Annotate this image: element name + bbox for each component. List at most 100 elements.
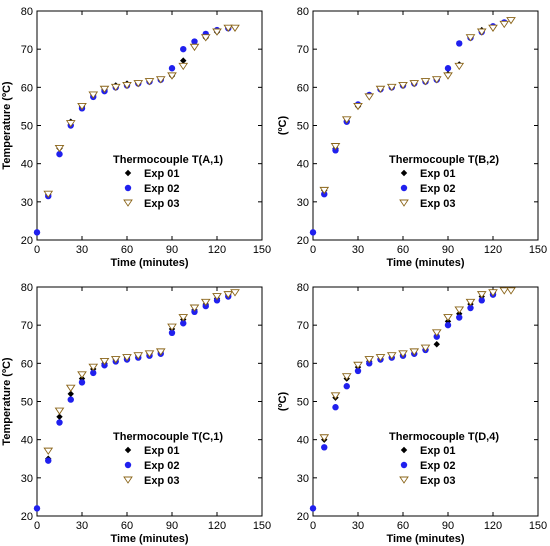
legend-label: Exp 03 <box>420 475 455 487</box>
x-axis-title: Time (minutes) <box>386 533 464 545</box>
legend-label: Exp 02 <box>144 183 179 195</box>
data-point <box>43 190 54 199</box>
data-point <box>476 28 487 36</box>
data-point <box>499 20 510 29</box>
data-point <box>488 24 498 32</box>
data-point <box>443 72 453 80</box>
data-point <box>54 144 65 153</box>
data-point <box>189 304 200 312</box>
data-point <box>230 289 240 297</box>
x-tick-label: 60 <box>397 520 409 532</box>
data-point <box>398 350 408 358</box>
data-point <box>67 396 74 403</box>
data-point <box>386 83 397 92</box>
x-tick-label: 0 <box>310 520 316 532</box>
y-tick-label: 80 <box>297 6 309 18</box>
series-exp-02 <box>309 19 508 236</box>
x-tick-label: 0 <box>34 244 40 256</box>
data-point <box>212 293 222 301</box>
data-point <box>364 356 375 364</box>
data-point <box>155 348 166 356</box>
legend-marker <box>399 199 409 207</box>
data-point <box>454 306 465 314</box>
data-point <box>110 83 121 92</box>
x-tick-label: 120 <box>208 244 226 256</box>
legend-label: Exp 02 <box>420 183 455 195</box>
data-point <box>67 390 74 398</box>
data-point <box>465 298 476 307</box>
y-tick-label: 20 <box>297 235 309 247</box>
data-point <box>332 404 339 411</box>
data-point <box>90 369 97 377</box>
data-point <box>122 354 132 362</box>
legend-marker <box>124 169 132 177</box>
y-tick-label: 40 <box>21 159 33 171</box>
x-tick-label: 150 <box>253 244 271 256</box>
y-axis-title: (ºC) <box>277 392 289 412</box>
data-point <box>420 344 431 352</box>
data-point <box>506 287 516 295</box>
y-tick-label: 30 <box>21 473 33 485</box>
x-tick-label: 120 <box>484 244 502 256</box>
data-point <box>330 143 341 151</box>
y-tick-label: 40 <box>297 159 309 171</box>
data-point <box>319 434 330 442</box>
data-point <box>332 147 339 154</box>
data-point <box>200 34 211 42</box>
legend-title: Thermocouple T(B,2) <box>389 154 499 166</box>
legend-label: Exp 01 <box>144 445 179 457</box>
x-tick-label: 30 <box>352 520 364 532</box>
data-point <box>144 350 155 358</box>
data-point <box>375 85 386 94</box>
x-tick-label: 60 <box>121 244 133 256</box>
data-point <box>444 321 452 329</box>
data-point <box>431 76 442 84</box>
legend-label: Exp 01 <box>420 168 455 180</box>
data-point <box>78 379 86 386</box>
data-point <box>167 72 177 80</box>
legend-marker <box>400 169 408 177</box>
y-tick-label: 50 <box>21 121 33 133</box>
data-point <box>65 384 76 392</box>
data-point <box>330 392 341 400</box>
data-point <box>309 505 317 512</box>
x-tick-label: 90 <box>442 520 454 532</box>
data-point <box>478 297 485 304</box>
legend-marker <box>124 184 132 192</box>
legend-label: Exp 02 <box>144 460 179 472</box>
data-point <box>99 85 110 94</box>
data-point <box>122 81 132 90</box>
data-point <box>77 102 87 111</box>
data-point <box>433 341 440 348</box>
data-point <box>167 323 177 331</box>
series-exp-03 <box>319 287 516 442</box>
data-point <box>180 320 187 327</box>
y-tick-label: 40 <box>21 435 33 447</box>
data-point <box>178 314 189 322</box>
data-point <box>56 419 63 426</box>
y-tick-label: 50 <box>297 121 309 133</box>
data-point <box>444 65 452 72</box>
data-point <box>456 314 463 321</box>
legend-title: Thermocouple T(A,1) <box>113 154 223 166</box>
data-point <box>33 229 41 236</box>
data-point <box>467 304 474 312</box>
data-point <box>420 78 431 86</box>
data-point <box>45 457 52 464</box>
legend-marker <box>400 446 408 454</box>
data-point <box>200 298 211 307</box>
y-tick-label: 30 <box>21 197 33 209</box>
legend-marker <box>399 476 409 484</box>
data-point <box>213 297 221 304</box>
x-tick-label: 0 <box>310 244 316 256</box>
y-tick-label: 50 <box>21 397 33 409</box>
data-point <box>168 329 176 336</box>
y-tick-label: 40 <box>297 435 309 447</box>
data-point <box>43 447 54 455</box>
data-point <box>212 28 222 36</box>
data-point <box>101 362 108 369</box>
data-point <box>364 93 375 101</box>
data-point <box>321 444 328 451</box>
data-point <box>99 357 110 366</box>
